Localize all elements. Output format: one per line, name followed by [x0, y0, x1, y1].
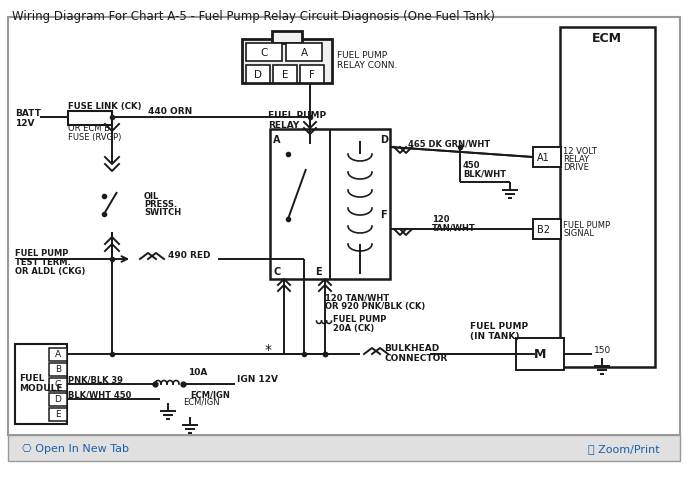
Text: DRIVE: DRIVE [563, 163, 589, 172]
Text: ⎔ Open In New Tab: ⎔ Open In New Tab [22, 443, 129, 453]
Text: TEST TERM.: TEST TERM. [15, 258, 71, 267]
Text: E: E [55, 409, 61, 419]
Text: 490 RED: 490 RED [168, 251, 210, 260]
Text: SWITCH: SWITCH [144, 208, 181, 217]
Bar [246, 44, 282, 62]
Text: A: A [273, 135, 281, 145]
Text: 120: 120 [432, 215, 449, 224]
Text: A1: A1 [537, 152, 550, 163]
Bar [533, 220, 561, 240]
Text: IGN 12V: IGN 12V [237, 375, 278, 384]
Circle shape [84, 177, 140, 232]
Text: FUEL PUMP: FUEL PUMP [15, 249, 68, 258]
Bar [270, 130, 390, 279]
Bar [49, 348, 67, 361]
Text: RELAY: RELAY [563, 155, 589, 164]
Text: OR ALDL (CKG): OR ALDL (CKG) [15, 267, 86, 276]
Text: E: E [282, 70, 288, 80]
Text: 440 ORN: 440 ORN [148, 106, 193, 115]
Bar [516, 338, 564, 370]
Bar [560, 28, 655, 367]
Text: FUEL PUMP: FUEL PUMP [563, 221, 610, 230]
Bar [533, 148, 561, 167]
Bar [68, 112, 112, 126]
Bar [49, 408, 67, 421]
Text: 120 TAN/WHT: 120 TAN/WHT [325, 293, 389, 302]
Text: D: D [55, 394, 61, 404]
Bar [246, 66, 270, 84]
Bar [8, 435, 680, 461]
Text: FUSE (RVGP): FUSE (RVGP) [68, 133, 121, 142]
Text: ECM/IGN: ECM/IGN [190, 390, 230, 399]
Bar [286, 44, 322, 62]
Text: FUEL PUMP: FUEL PUMP [470, 322, 528, 331]
Text: FUEL PUMP: FUEL PUMP [268, 111, 326, 120]
Bar [242, 40, 332, 84]
Bar [49, 363, 67, 376]
Text: CONNECTOR: CONNECTOR [384, 354, 447, 363]
Bar [8, 18, 680, 435]
Text: (IN TANK): (IN TANK) [470, 332, 520, 341]
Text: Wiring Diagram For Chart A-5 - Fuel Pump Relay Circuit Diagnosis (One Fuel Tank): Wiring Diagram For Chart A-5 - Fuel Pump… [12, 10, 495, 23]
Text: MODULE: MODULE [19, 384, 63, 393]
Text: ECM: ECM [592, 31, 622, 45]
Text: TAN/WHT: TAN/WHT [432, 223, 475, 232]
Text: FUEL PUMP: FUEL PUMP [337, 51, 387, 60]
Text: C: C [260, 48, 268, 58]
Text: RELAY: RELAY [268, 120, 299, 129]
Text: PNK/BLK 39: PNK/BLK 39 [68, 375, 123, 384]
Text: BLK/WHT: BLK/WHT [463, 169, 506, 178]
Text: B: B [55, 365, 61, 374]
Text: 465 DK GRN/WHT: 465 DK GRN/WHT [408, 139, 490, 148]
Text: D: D [380, 135, 388, 145]
Text: 10A: 10A [188, 368, 208, 377]
Text: 20A (CK): 20A (CK) [333, 324, 374, 333]
Text: 450: 450 [463, 161, 480, 170]
Text: FUEL PUMP: FUEL PUMP [333, 315, 386, 324]
Bar [272, 32, 302, 44]
Bar [273, 66, 297, 84]
Text: D: D [254, 70, 262, 80]
Text: ECM/IGN: ECM/IGN [183, 397, 219, 406]
Text: E: E [315, 267, 322, 276]
Text: 12 VOLT: 12 VOLT [563, 147, 597, 156]
Bar [49, 378, 67, 391]
Text: OR ECM B: OR ECM B [68, 124, 110, 133]
Text: BULKHEAD: BULKHEAD [384, 344, 440, 353]
Text: FUSE LINK (CK): FUSE LINK (CK) [68, 102, 141, 111]
Text: *: * [265, 342, 272, 356]
Text: FUEL: FUEL [19, 374, 44, 383]
Bar [49, 393, 67, 406]
Text: M: M [534, 348, 546, 361]
Text: SIGNAL: SIGNAL [563, 229, 594, 238]
Text: OIL: OIL [144, 192, 159, 201]
Text: 150: 150 [594, 346, 611, 355]
Text: A: A [300, 48, 308, 58]
Bar [15, 344, 67, 424]
Text: 12V: 12V [15, 118, 34, 127]
Text: A: A [55, 350, 61, 359]
Text: C: C [55, 380, 61, 389]
Text: BATT: BATT [15, 109, 41, 118]
Text: B2: B2 [537, 225, 550, 235]
Text: RELAY CONN.: RELAY CONN. [337, 61, 397, 70]
Text: PRESS.: PRESS. [144, 200, 177, 209]
Text: ⌕ Zoom/Print: ⌕ Zoom/Print [589, 443, 660, 453]
Text: BLK/WHT 450: BLK/WHT 450 [68, 390, 131, 399]
Circle shape [526, 340, 554, 368]
Bar [300, 66, 324, 84]
Text: C: C [273, 267, 280, 276]
Text: F: F [309, 70, 315, 80]
Text: OR 920 PNK/BLK (CK): OR 920 PNK/BLK (CK) [325, 302, 425, 311]
Text: F: F [380, 210, 386, 220]
